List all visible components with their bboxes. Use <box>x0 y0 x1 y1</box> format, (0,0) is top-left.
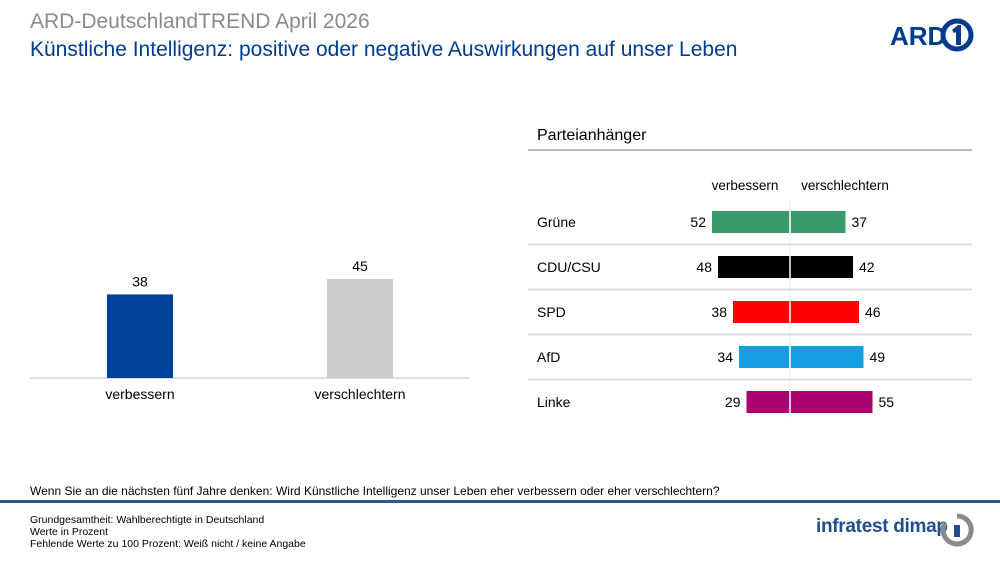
series-label-verbessern: verbessern <box>712 178 779 193</box>
bar-verschlechtern-SPD <box>790 301 859 323</box>
value-label-verbessern: 34 <box>717 349 733 365</box>
party-label: Linke <box>537 394 571 410</box>
ard-logo-circle <box>940 18 974 52</box>
bar-value-label: 45 <box>352 258 368 274</box>
value-label-verschlechtern: 37 <box>852 214 868 230</box>
value-label-verschlechtern: 46 <box>865 304 881 320</box>
series-label-verschlechtern: verschlechtern <box>801 178 889 193</box>
footer-divider <box>0 500 1000 503</box>
party-label: Grüne <box>537 214 576 230</box>
bar-verbessern <box>107 294 173 378</box>
value-label-verbessern: 29 <box>725 394 741 410</box>
party-butterfly-chart: Parteianhänger verbessern verschlechtern Gr… <box>528 127 972 418</box>
footnote-units: Werte in Prozent <box>30 526 109 538</box>
footnote-missing: Fehlende Werte zu 100 Prozent: Weiß nich… <box>30 538 306 550</box>
value-label-verschlechtern: 55 <box>879 394 895 410</box>
bar-verbessern-Grüne <box>712 211 790 233</box>
ard-logo-text: ARD <box>890 21 946 51</box>
ard-logo: ARD <box>890 18 974 52</box>
party-chart-title: Parteianhänger <box>537 127 647 144</box>
party-label: SPD <box>537 304 566 320</box>
value-label-verschlechtern: 42 <box>859 259 875 275</box>
party-label: CDU/CSU <box>537 259 601 275</box>
value-label-verschlechtern: 49 <box>870 349 886 365</box>
survey-question: Wenn Sie an die nächsten fünf Jahre denk… <box>30 484 720 498</box>
page-title: ARD-DeutschlandTREND April 2026 <box>30 10 370 33</box>
value-label-verbessern: 52 <box>690 214 706 230</box>
category-label: verschlechtern <box>314 386 405 402</box>
bar-verschlechtern-AfD <box>790 346 864 368</box>
party-label: AfD <box>537 349 560 365</box>
bar-verbessern-CDU/CSU <box>718 256 790 278</box>
category-label: verbessern <box>105 386 174 402</box>
bar-value-label: 38 <box>132 273 148 289</box>
value-label-verbessern: 48 <box>696 259 712 275</box>
page-subtitle: Künstliche Intelligenz: positive oder ne… <box>30 38 738 61</box>
overall-bar-chart: 38 verbessern 45 verschlechtern <box>30 258 470 402</box>
footnote-population: Grundgesamtheit: Wahlberechtigte in Deut… <box>30 514 265 526</box>
infratest-logo-icon <box>940 513 974 547</box>
bar-verbessern-SPD <box>733 301 790 323</box>
bar-verbessern-AfD <box>739 346 790 368</box>
value-label-verbessern: 38 <box>711 304 727 320</box>
infratest-logo-text: infratest dimap <box>816 516 948 537</box>
bar-verbessern-Linke <box>746 391 790 413</box>
bar-verschlechtern-Linke <box>790 391 873 413</box>
bar-verschlechtern-Grüne <box>790 211 846 233</box>
bar-verschlechtern-CDU/CSU <box>790 256 853 278</box>
bar-verschlechtern <box>327 279 393 378</box>
chart-area: 38 verbessern 45 verschlechtern Parteianhän… <box>30 127 972 418</box>
ard-logo-one <box>952 25 961 45</box>
